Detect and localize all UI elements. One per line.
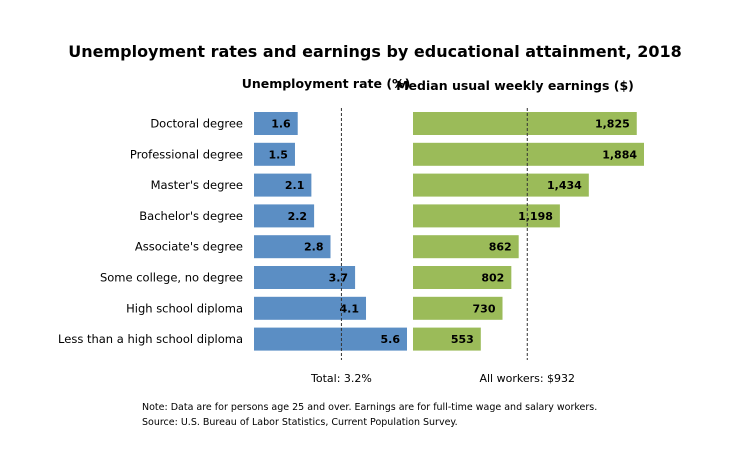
- unemployment-bar: [254, 327, 407, 351]
- category-labels: Doctoral degree Professional degree Master…: [58, 117, 243, 347]
- category-label: Associate's degree: [135, 240, 243, 254]
- earnings-value-label: 1,884: [602, 148, 637, 161]
- unemployment-bar: [254, 112, 298, 135]
- earnings-bar: [413, 204, 560, 228]
- earnings-bar: [413, 266, 512, 289]
- earnings-bar: [413, 235, 519, 259]
- unemployment-bar: [254, 296, 367, 320]
- category-label: High school diploma: [126, 301, 243, 315]
- earnings-bars: 1,825 1,884 1,434 1,198 862 802 730 553: [413, 112, 644, 351]
- earnings-value-label: 1,198: [518, 210, 553, 223]
- unemployment-value-label: 4.1: [340, 302, 360, 315]
- earnings-bar: [413, 142, 644, 166]
- earnings-value-label: 1,825: [595, 118, 630, 131]
- unemployment-bars: 1.6 1.5 2.1 2.2 2.8 3.7 4.1 5.6: [254, 112, 407, 351]
- category-label: Less than a high school diploma: [58, 332, 243, 346]
- earnings-value-label: 802: [481, 272, 504, 285]
- earnings-value-label: 862: [489, 241, 512, 254]
- unemployment-bar: [254, 235, 331, 259]
- unemployment-panel-title: Unemployment rate (%): [242, 76, 411, 91]
- earnings-panel-title: Median usual weekly earnings ($): [396, 78, 634, 93]
- chart-title: Unemployment rates and earnings by educa…: [68, 42, 682, 61]
- source-text: Source: U.S. Bureau of Labor Statistics,…: [142, 417, 458, 428]
- category-label: Doctoral degree: [150, 117, 243, 131]
- unemployment-value-label: 2.8: [304, 241, 324, 254]
- unemployment-bar: [254, 204, 315, 228]
- unemployment-value-label: 1.6: [271, 118, 291, 131]
- earnings-bar: [413, 112, 637, 135]
- earnings-value-label: 730: [473, 302, 496, 315]
- category-label: Some college, no degree: [100, 271, 243, 285]
- reference-lines: Total: 3.2% All workers: $932: [310, 108, 575, 385]
- unemployment-bar: [254, 266, 356, 289]
- category-label: Professional degree: [130, 147, 243, 161]
- earnings-value-label: 553: [451, 333, 474, 346]
- note-text: Note: Data are for persons age 25 and ov…: [142, 402, 597, 413]
- earnings-value-label: 1,434: [547, 179, 582, 192]
- category-label: Bachelor's degree: [139, 209, 243, 223]
- unemployment-value-label: 5.6: [381, 333, 401, 346]
- unemployment-reference-label: Total: 3.2%: [310, 372, 372, 385]
- unemployment-bar: [254, 173, 312, 197]
- unemployment-bar: [254, 142, 295, 166]
- earnings-bar: [413, 173, 589, 197]
- earnings-reference-label: All workers: $932: [479, 372, 575, 385]
- earnings-bar: [413, 296, 503, 320]
- unemployment-value-label: 1.5: [268, 148, 288, 161]
- unemployment-value-label: 2.1: [285, 179, 305, 192]
- unemployment-value-label: 3.7: [329, 272, 349, 285]
- category-label: Master's degree: [151, 178, 243, 192]
- earnings-bar: [413, 327, 481, 351]
- unemployment-value-label: 2.2: [288, 210, 308, 223]
